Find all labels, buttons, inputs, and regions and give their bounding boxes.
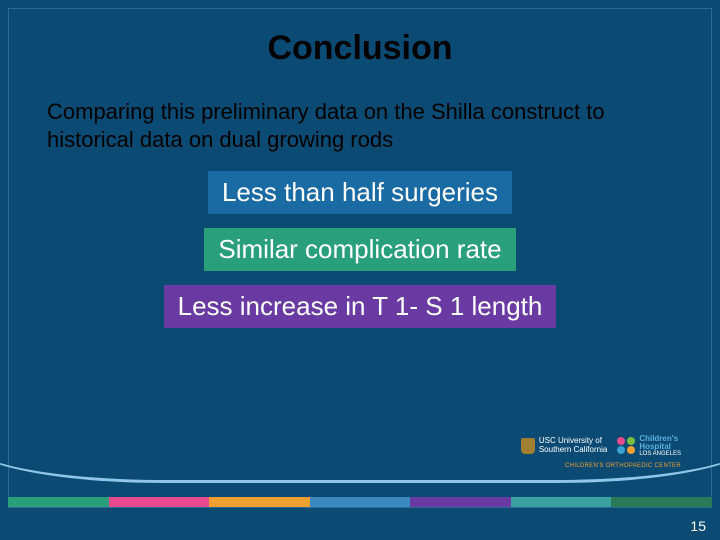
point-box-1: Less than half surgeries [208,171,512,214]
bottom-bar: 15 [0,508,720,540]
chla-logo: Children's Hospital LOS ANGELES [617,435,681,457]
stripe-seg [511,497,612,507]
slide-subtitle: Comparing this preliminary data on the S… [47,98,673,153]
logo-block: USC University of Southern California Ch… [439,415,699,463]
stripe-seg [611,497,712,507]
stripe-seg [109,497,210,507]
slide-frame: Conclusion Comparing this preliminary da… [8,8,712,508]
usc-logo: USC University of Southern California [521,437,607,455]
chla-text-2: Hospital [639,442,671,451]
slide-title: Conclusion [9,29,711,68]
usc-shield-icon [521,438,535,454]
stripe-seg [209,497,310,507]
usc-text-2: Southern California [539,446,607,455]
point-box-3: Less increase in T 1- S 1 length [164,285,557,328]
page-number: 15 [690,518,706,534]
chla-text-3: LOS ANGELES [639,451,681,457]
point-box-2: Similar complication rate [204,228,515,271]
color-stripe [8,497,712,507]
stripe-seg [310,497,411,507]
stripe-seg [410,497,511,507]
logos-row: USC University of Southern California Ch… [521,435,681,457]
butterfly-icon [617,437,635,455]
stripe-seg [8,497,109,507]
ortho-subtext: CHILDREN'S ORTHOPAEDIC CENTER [565,463,681,469]
